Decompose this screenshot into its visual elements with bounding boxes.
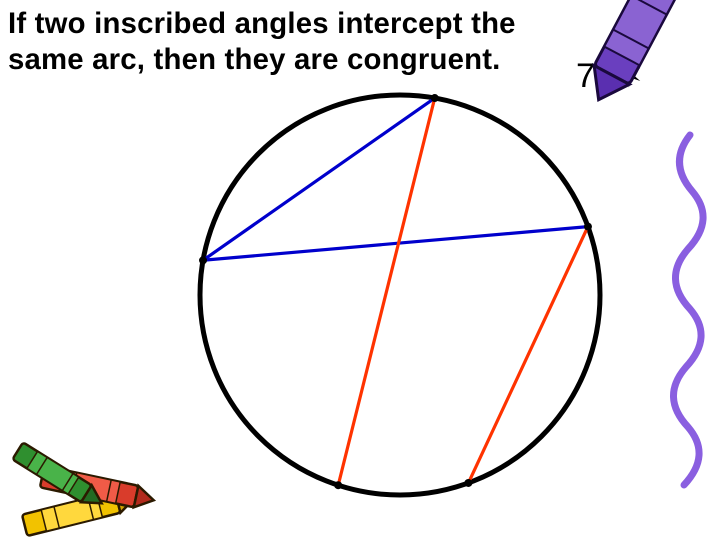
crayon-purple-icon <box>560 0 720 152</box>
slide-stage: If two inscribed angles intercept thesam… <box>0 0 720 540</box>
crayons-cluster-icon <box>0 418 200 540</box>
